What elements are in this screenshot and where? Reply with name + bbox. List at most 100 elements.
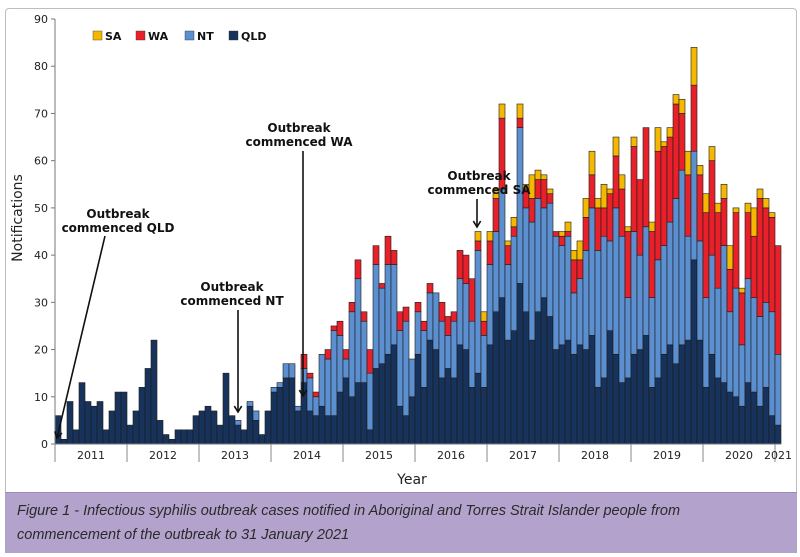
bar-wa-2018-04	[576, 259, 584, 280]
bar-nt-2019-10	[684, 235, 692, 341]
bar-qld-2017-11	[546, 316, 554, 445]
bar-wa-2014-06	[300, 353, 308, 369]
bar-qld-2016-07	[450, 377, 458, 445]
bar-qld-2019-01	[630, 353, 638, 445]
bar-qld-2011-12	[120, 391, 128, 445]
x-tick-label: 2012	[149, 449, 177, 462]
bar-wa-2014-08	[312, 391, 320, 398]
bar-qld-2020-08	[744, 382, 752, 445]
bar-wa-2019-02	[636, 179, 644, 256]
bar-nt-2020-12	[768, 311, 776, 416]
bar-nt-2017-11	[546, 202, 554, 317]
bar-qld-2017-09	[534, 311, 542, 445]
bar-qld-2018-09	[606, 330, 614, 445]
bar-wa-2016-06	[444, 316, 452, 336]
bar-sa-2017-10	[540, 174, 548, 180]
bar-qld-2015-12	[408, 396, 416, 445]
bar-wa-2016-10	[468, 278, 476, 322]
arrow-line	[56, 235, 106, 439]
bar-wa-2015-04	[360, 311, 368, 322]
bar-nt-2017-06	[516, 127, 524, 284]
bar-nt-2021-01	[774, 353, 782, 426]
bar-nt-2015-10	[396, 330, 404, 407]
bar-nt-2020-04	[720, 245, 728, 383]
stacked-bar-chart: 0 10 20 30 40 50 60 70 80 90 2011 2012 2013 2014 2015 2…	[10, 13, 792, 488]
bar-nt-2018-04	[576, 278, 584, 346]
bar-wa-2019-05	[654, 150, 662, 261]
bar-qld-2016-10	[468, 387, 476, 445]
bar-qld-2019-08	[672, 363, 680, 445]
bar-qld-2015-11	[402, 415, 410, 445]
bar-sa-2020-10	[756, 188, 764, 199]
bar-qld-2017-07	[522, 311, 530, 445]
bar-qld-2017-08	[528, 339, 536, 445]
bar-wa-2017-12	[552, 231, 560, 237]
bar-qld-2018-10	[612, 353, 620, 445]
legend: SA WA NT QLD	[92, 30, 267, 43]
bar-sa-2018-03	[570, 250, 578, 261]
bar-wa-2015-03	[354, 259, 362, 280]
annotation-line2: commenced SA	[428, 183, 532, 197]
bar-nt-2014-10	[324, 358, 332, 416]
bar-qld-2018-03	[570, 353, 578, 445]
bar-sa-2020-04	[720, 183, 728, 199]
bar-nt-2016-12	[480, 335, 488, 388]
bar-qld-2019-09	[678, 344, 686, 445]
bar-nt-2018-09	[606, 240, 614, 331]
bar-qld-2017-02	[492, 311, 500, 445]
bar-nt-2015-12	[408, 358, 416, 398]
y-axis-title: Notifications	[10, 174, 26, 262]
bar-wa-2015-07	[378, 283, 386, 289]
legend-label-sa: SA	[105, 30, 122, 43]
bar-nt-2018-08	[600, 235, 608, 379]
bar-qld-2013-11	[258, 434, 266, 445]
bar-nt-2019-05	[654, 259, 662, 379]
bar-qld-2017-06	[516, 283, 524, 445]
bar-qld-2017-05	[510, 330, 518, 445]
bar-qld-2014-05	[294, 410, 302, 445]
bar-wa-2019-07	[666, 136, 674, 223]
bars-group	[54, 47, 782, 445]
bar-qld-2019-03	[642, 335, 650, 445]
bar-wa-2015-06	[372, 245, 380, 265]
x-tick-label: 2015	[365, 449, 393, 462]
bar-nt-2014-11	[330, 330, 338, 416]
bar-sa-2019-08	[672, 94, 680, 105]
legend-label-wa: WA	[148, 30, 169, 43]
bar-qld-2014-09	[318, 405, 326, 445]
bar-nt-2016-11	[474, 250, 482, 374]
bar-qld-2021-01	[774, 424, 782, 445]
bar-nt-2020-11	[762, 302, 770, 388]
bar-qld-2018-08	[600, 377, 608, 445]
bar-qld-2018-02	[564, 339, 572, 445]
bar-wa-2019-01	[630, 146, 638, 232]
bar-nt-2015-03	[354, 278, 362, 383]
bar-wa-2018-09	[606, 193, 614, 242]
bar-qld-2014-04	[288, 377, 296, 445]
bar-qld-2016-03	[426, 339, 434, 445]
bar-qld-2012-09	[174, 429, 182, 445]
bar-qld-2019-10	[684, 339, 692, 445]
bar-qld-2020-11	[762, 387, 770, 445]
bar-nt-2018-10	[612, 207, 620, 355]
bar-qld-2012-02	[132, 410, 140, 445]
bar-qld-2019-07	[666, 344, 674, 445]
bar-sa-2018-12	[624, 226, 632, 232]
bar-qld-2018-01	[558, 344, 566, 445]
bar-wa-2017-06	[516, 117, 524, 128]
bar-nt-2014-06	[300, 368, 308, 383]
bar-qld-2018-05	[582, 349, 590, 445]
bar-qld-2012-10	[180, 429, 188, 445]
y-tick-label: 40	[34, 249, 48, 262]
bar-wa-2016-01	[414, 302, 422, 313]
bar-qld-2020-05	[726, 391, 734, 445]
bar-qld-2014-10	[324, 415, 332, 445]
bar-qld-2013-07	[234, 424, 242, 445]
bar-qld-2016-04	[432, 349, 440, 445]
bar-wa-2019-10	[684, 174, 692, 237]
bar-qld-2016-12	[480, 387, 488, 445]
axes-group: 0 10 20 30 40 50 60 70 80 90 2011 2012 2013 2014 2015 2…	[34, 13, 792, 462]
bar-wa-2020-06	[732, 212, 740, 289]
bar-nt-2018-05	[582, 250, 590, 350]
bar-nt-2013-09	[246, 401, 254, 407]
